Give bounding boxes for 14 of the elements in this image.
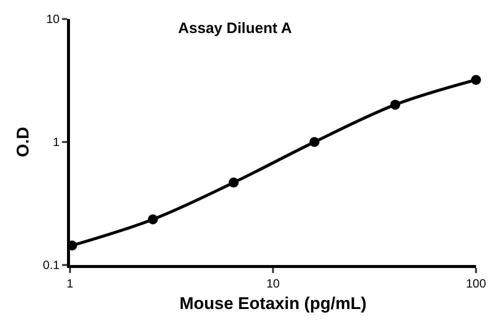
x-tick-label: 100 [466,276,486,290]
y-tick-label: 0.1 [42,258,60,272]
point [309,137,320,147]
y-tick-label: 10 [46,12,60,26]
x-axis-title: Mouse Eotaxin (pg/mL) [180,294,366,313]
point [228,178,239,188]
chart-title: Assay Diluent A [178,20,292,38]
point [390,100,400,110]
y-axis-title: O.D [13,126,32,158]
x-tick-label: 1 [66,276,74,290]
point [471,74,481,85]
point [148,214,158,224]
x-tick-label: 10 [266,276,280,290]
y-tick-label: 1 [52,135,60,150]
